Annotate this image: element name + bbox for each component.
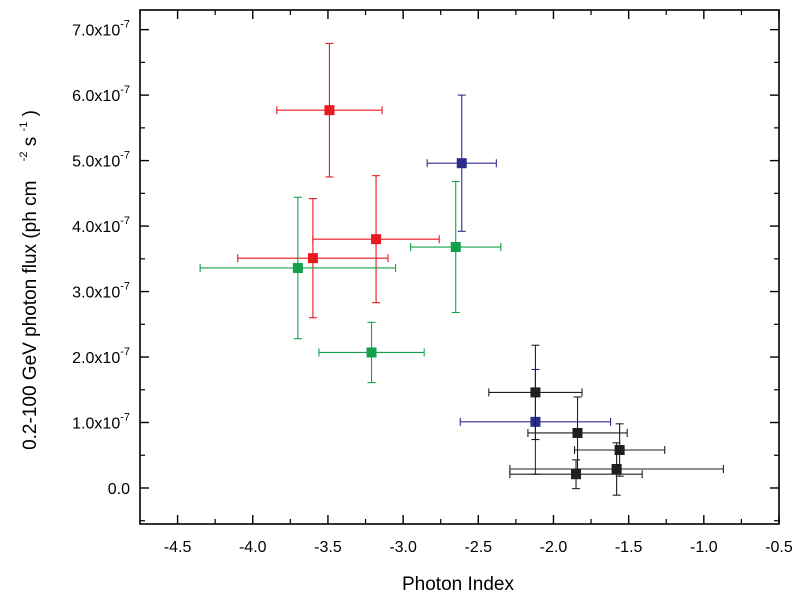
y-axis-title-mid: s [20,137,41,147]
x-tick-label: -1.5 [615,539,643,556]
y-tick-exponent: -7 [120,412,130,424]
data-point [611,463,622,474]
data-point [292,262,303,273]
x-tick-label: -1.0 [690,539,718,556]
y-axis-title-end: ) [20,110,41,116]
data-point [307,253,318,264]
y-tick-exponent: -7 [120,84,130,96]
y-tick-mantissa: 6.0x10 [72,88,120,105]
y-tick-label: 1.0x10-7 [72,412,130,433]
y-tick-exponent: -7 [120,215,130,227]
y-tick-exponent: -7 [120,346,130,358]
series-0 [237,42,440,319]
data-point [572,427,583,438]
y-tick-label: 0.0 [108,481,130,498]
series-3 [488,344,724,496]
x-tick-label: -3.0 [389,539,417,556]
y-tick-label: 5.0x10-7 [72,150,130,171]
data-point [530,387,541,398]
y-tick-mantissa: 7.0x10 [72,23,120,40]
y-tick-label: 3.0x10-7 [72,281,130,302]
x-tick-label: -2.0 [540,539,568,556]
series-2 [199,181,502,384]
x-tick-label: -0.5 [765,539,793,556]
y-tick-mantissa: 4.0x10 [72,219,120,236]
plot-frame [139,9,780,525]
y-tick-mantissa: 3.0x10 [72,285,120,302]
y-tick-label: 4.0x10-7 [72,215,130,236]
y-tick-mantissa: 1.0x10 [72,416,120,433]
y-tick-exponent: -7 [120,150,130,162]
y-tick-mantissa: 2.0x10 [72,350,120,367]
x-tick-label: -4.5 [164,539,192,556]
y-axis-title-exp1: -2 [18,152,30,162]
y-tick-mantissa: 5.0x10 [72,154,120,171]
data-series [199,42,724,496]
data-point [450,242,461,253]
y-axis-title-exp2: -1 [18,122,30,132]
data-point [324,105,335,116]
series-1 [426,94,612,475]
y-tick-label: 6.0x10-7 [72,84,130,105]
data-point [456,158,467,169]
x-tick-labels: -4.5 -4.0 -3.5 -3.0 -2.5 -2.0 -1.5 -1.0 -0.5 [164,539,793,556]
x-axis-title: Photon Index [402,574,514,595]
data-point [371,234,382,245]
x-tick-label: -3.5 [314,539,342,556]
plot-area-border [139,9,780,525]
y-tick-label: 2.0x10-7 [72,346,130,367]
y-tick-exponent: -7 [120,281,130,293]
y-tick-labels: 0.01.0x10-72.0x10-73.0x10-74.0x10-75.0x1… [72,19,130,498]
x-tick-label: -4.0 [239,539,267,556]
y-axis-title-main: 0.2-100 GeV photon flux (ph cm [20,181,41,450]
data-point [614,445,625,456]
y-tick-label: 7.0x10-7 [72,19,130,40]
y-axis-title: 0.2-100 GeV photon flux (ph cm -2 s -1 ) [11,110,41,450]
data-point [366,347,377,358]
axis-ticks [139,10,780,524]
x-tick-label: -2.5 [465,539,493,556]
y-tick-exponent: -7 [120,19,130,31]
data-point [571,469,582,480]
